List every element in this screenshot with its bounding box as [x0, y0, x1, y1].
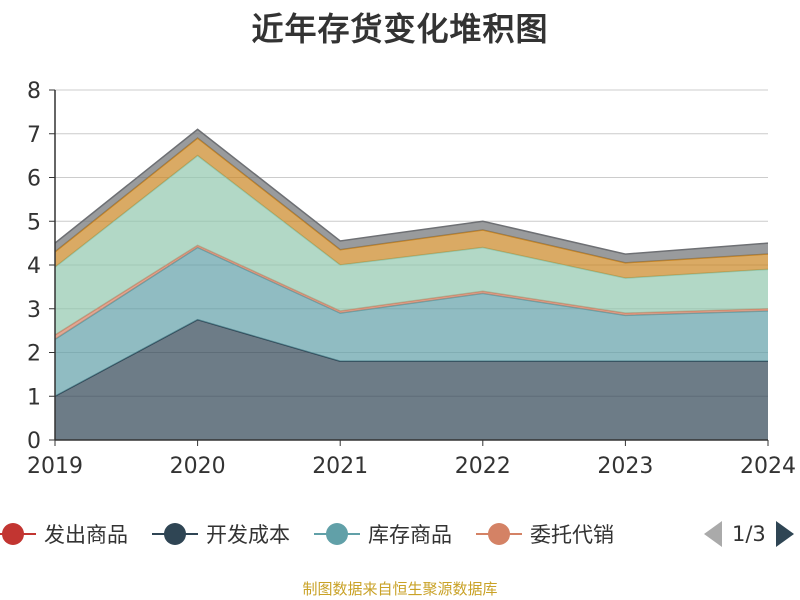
area-开发成本: [55, 319, 768, 440]
area-原材料: [55, 155, 768, 335]
axes: 0 1 2 3 4 5 6 7 8 2019 2020 2021 2022 2023 2024: [27, 79, 796, 479]
legend-page-indicator: 1/3: [732, 522, 766, 546]
y-tick-label: 3: [27, 298, 41, 323]
x-tick-label: 2020: [170, 454, 226, 479]
legend: 发出商品 开发成本 库存商品 委托代销: [0, 516, 800, 552]
legend-label: 委托代销: [530, 523, 614, 547]
x-tick-label: 2019: [27, 454, 83, 479]
y-tick-label: 2: [27, 342, 41, 367]
legend-label: 库存商品: [368, 523, 452, 547]
y-tick-label: 1: [27, 385, 41, 410]
x-tick-label: 2022: [455, 454, 511, 479]
x-tick-label: 2023: [597, 454, 653, 479]
y-tick-label: 6: [27, 167, 41, 192]
legend-prev-icon[interactable]: [704, 521, 722, 547]
legend-symbol-icon: [152, 522, 198, 546]
y-tick-label: 7: [27, 123, 41, 148]
legend-item[interactable]: 发出商品: [0, 519, 128, 549]
legend-symbol-icon: [0, 522, 36, 546]
chart-title: 近年存货变化堆积图: [251, 10, 549, 48]
line-其他: [54, 128, 769, 255]
area-周转材料: [55, 138, 768, 279]
legend-next-icon[interactable]: [775, 521, 794, 547]
legend-symbol-icon: [476, 522, 522, 546]
x-tick-label: 2021: [312, 454, 368, 479]
source-note: 制图数据来自恒生聚源数据库: [302, 580, 498, 598]
y-tick-label: 0: [27, 429, 41, 454]
legend-item[interactable]: 委托代销: [476, 519, 614, 549]
legend-symbol-icon: [314, 522, 360, 546]
area-series: [54, 128, 769, 440]
area-库存商品: [55, 247, 768, 397]
y-tick-label: 8: [27, 79, 41, 104]
line-委托代销: [54, 244, 769, 336]
legend-label: 发出商品: [44, 523, 128, 547]
area-其他: [55, 129, 768, 263]
x-tick-label: 2024: [740, 454, 796, 479]
legend-item[interactable]: 库存商品: [314, 519, 452, 549]
y-tick-label: 5: [27, 210, 41, 235]
legend-label: 开发成本: [206, 523, 290, 547]
legend-pager: 1/3: [700, 516, 800, 552]
y-tick-label: 4: [27, 254, 41, 279]
legend-item[interactable]: 开发成本: [152, 519, 290, 549]
